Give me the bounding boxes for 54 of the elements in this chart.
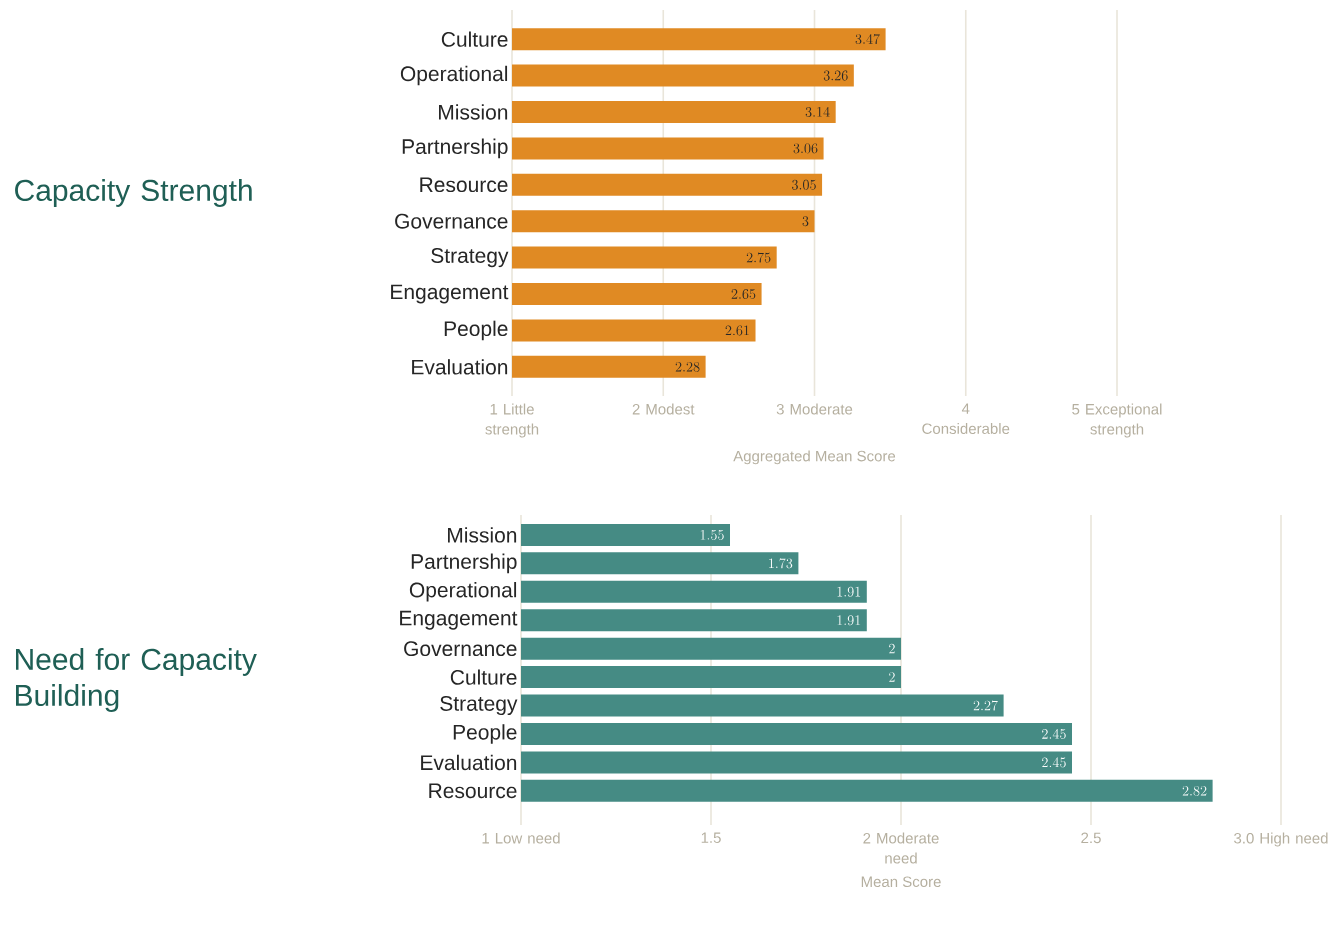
data-label: 2 — [889, 672, 895, 682]
data-label: 1 .91 — [837, 615, 861, 626]
data-label: 3. 14 — [805, 106, 830, 117]
y-tick-label: Engagement — [391, 284, 509, 304]
data-label: 2.45 — [1042, 728, 1066, 739]
text: Need for Capacity Building — [16, 648, 257, 712]
text: Capacity Strength — [15, 179, 252, 207]
y-tick-label: Operational — [409, 582, 517, 602]
y-tick-label: Mission — [439, 104, 508, 120]
y-tick-label: Engagement — [400, 610, 518, 630]
data-label: 2.28 — [675, 361, 700, 372]
y-tick-label: Partnership — [411, 553, 517, 574]
x-tick-label: 4 Considerable — [922, 403, 1010, 434]
y-tick-label: Evaluation — [412, 359, 508, 375]
data-label: 2.27 — [973, 700, 998, 711]
x-tick-label: 1 Little strength — [485, 403, 539, 438]
y-tick-label: Operational — [400, 65, 508, 86]
x-tick-label: 2 Moderate need — [863, 832, 939, 864]
data-label: 3.06 — [793, 143, 818, 154]
data-label: 2 — [889, 643, 895, 654]
x-tick-label: 3 Moderate — [776, 403, 853, 415]
x-tick-label: 5 Exceptional strength — [1072, 403, 1162, 438]
y-tick-label: Evaluation — [421, 754, 517, 771]
y-tick-label: Resource — [420, 177, 508, 193]
data-label: 1 .55 — [700, 529, 724, 540]
x-tick-label: 1.5 — [701, 832, 721, 843]
y-tick-label: Culture — [441, 31, 508, 47]
x-axis-title: Aggregated Mean Score — [733, 450, 896, 465]
data-label: 2.65 — [731, 289, 756, 299]
data-label: 2.45 — [1042, 757, 1066, 768]
data-label: 1 .91 — [837, 586, 861, 597]
y-tick-label: Mission — [448, 527, 517, 543]
data-label: 3 — [802, 216, 809, 227]
data-label: 3.26 — [823, 70, 848, 81]
y-tick-label: Governance — [395, 213, 508, 229]
y-tick-label: Culture — [450, 669, 517, 685]
x-tick-label: 1 Low need — [482, 832, 560, 844]
x-tick-label: 3.0 High need — [1234, 832, 1328, 847]
x-tick-label: 2.5 — [1081, 832, 1101, 844]
data-label: 2.75 — [746, 252, 771, 263]
y-tick-label: Governance — [404, 641, 517, 657]
y-tick-label: Strategy — [440, 696, 518, 716]
y-tick-label: Strategy — [431, 248, 509, 268]
data-label: 3.47 — [855, 34, 880, 45]
x-axis-title: Mean Score — [861, 876, 941, 888]
data-label: 1 .73 — [769, 558, 793, 569]
data-label: 2.82 — [1182, 785, 1207, 796]
x-tick-label: 2 Modest — [632, 403, 695, 415]
data-label: 2.61 — [725, 325, 749, 336]
y-tick-label: People — [444, 320, 508, 341]
y-tick-label: Resource — [429, 783, 517, 799]
y-tick-label: People — [453, 724, 517, 744]
y-tick-label: Partnership — [402, 138, 508, 159]
data-label: 3.05 — [792, 179, 816, 190]
